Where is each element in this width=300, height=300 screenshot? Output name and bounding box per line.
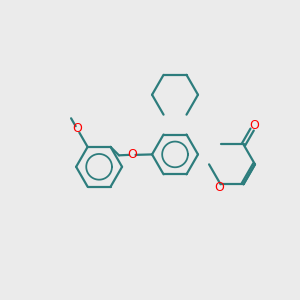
Text: O: O: [250, 119, 260, 132]
Text: O: O: [127, 148, 136, 161]
Text: O: O: [72, 122, 82, 135]
Text: O: O: [214, 181, 224, 194]
